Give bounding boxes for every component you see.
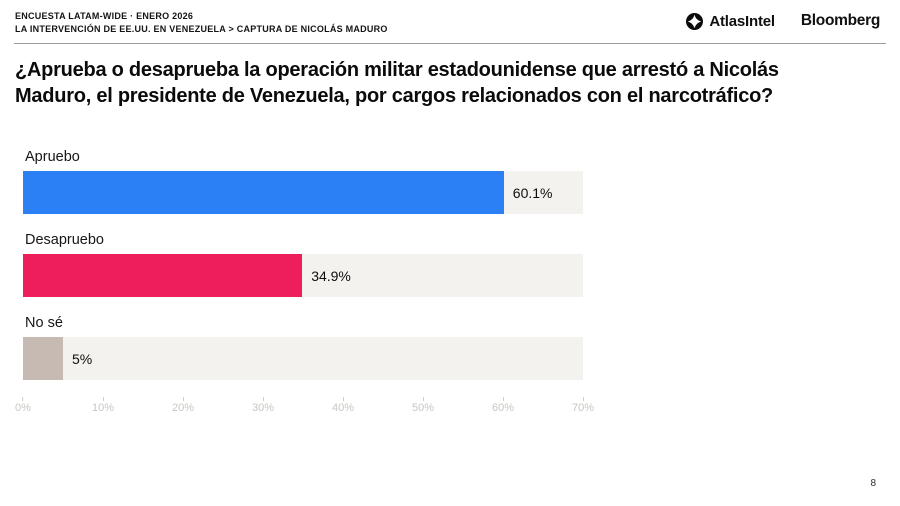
tick-label: 40% [331,402,355,414]
x-axis: 0% 10% 20% 30% 40% 50% 60% 70% [15,397,594,417]
tick-mark [22,397,24,401]
atlasintel-logo: AtlasIntel [686,12,775,30]
bar-category-label: Desapruebo [25,232,104,248]
chart-row: Desapruebo 34.9% [23,231,583,297]
tick-mark [342,397,344,401]
x-axis-tick: 70% [572,397,594,414]
kicker-line-2: LA INTERVENCIÓN DE EE.UU. EN VENEZUELA >… [15,24,388,34]
tick-mark [262,397,264,401]
survey-kicker: ENCUESTA LATAM-WIDE · ENERO 2026 LA INTE… [15,10,388,36]
bar-track: 5% [23,337,583,380]
x-axis-tick: 30% [252,397,274,414]
tick-label: 30% [251,402,275,414]
tick-label: 0% [15,402,31,414]
tick-label: 20% [171,402,195,414]
tick-label: 60% [491,402,515,414]
bar-fill [23,254,303,297]
bar-category-label: Apruebo [25,149,80,165]
bar-chart: Apruebo 60.1% Desapruebo 34.9% No sé 5% 0% 10% 2… [15,148,594,417]
bar-track: 34.9% [23,254,583,297]
kicker-line-1: ENCUESTA LATAM-WIDE · ENERO 2026 [15,11,194,21]
tick-mark [582,397,584,401]
bar-fill [23,171,504,214]
atlasintel-compass-icon [686,12,704,30]
question-title: ¿Aprueba o desaprueba la operación milit… [15,59,779,107]
tick-mark [102,397,104,401]
bar-fill [23,337,63,380]
x-axis-tick: 0% [15,397,31,414]
chart-row: Apruebo 60.1% [23,148,583,214]
page-number: 8 [870,478,876,489]
tick-label: 70% [571,402,595,414]
tick-mark [182,397,184,401]
bar-value-label: 5% [71,350,93,367]
header-divider [14,43,886,44]
bar-value-label: 34.9% [311,267,351,284]
bloomberg-wordmark: Bloomberg [800,12,880,29]
x-axis-tick: 50% [412,397,434,414]
x-axis-tick: 60% [492,397,514,414]
x-axis-tick: 40% [332,397,354,414]
x-axis-tick: 10% [92,397,114,414]
bar-value-label: 60.1% [512,184,553,201]
tick-mark [422,397,424,401]
logo-bar: AtlasIntel Bloomberg [686,12,880,30]
atlasintel-wordmark: AtlasIntel [709,12,775,30]
x-axis-tick: 20% [172,397,194,414]
tick-mark [502,397,504,401]
tick-label: 10% [91,402,115,414]
bar-track: 60.1% [23,171,583,214]
tick-label: 50% [411,402,435,414]
chart-row: No sé 5% [23,314,583,380]
bar-category-label: No sé [25,315,63,331]
